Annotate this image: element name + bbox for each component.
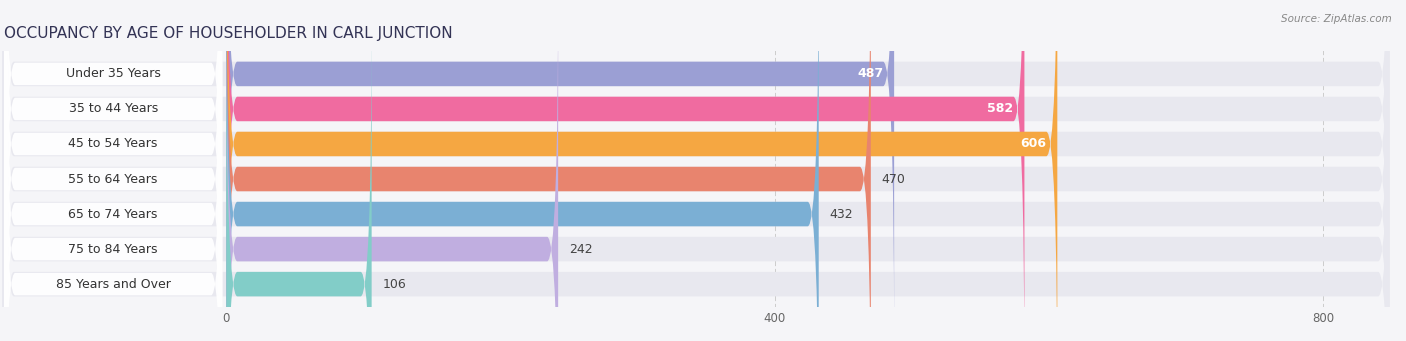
- Text: 45 to 54 Years: 45 to 54 Years: [69, 137, 157, 150]
- FancyBboxPatch shape: [3, 0, 1389, 341]
- FancyBboxPatch shape: [4, 0, 222, 341]
- Text: OCCUPANCY BY AGE OF HOUSEHOLDER IN CARL JUNCTION: OCCUPANCY BY AGE OF HOUSEHOLDER IN CARL …: [4, 26, 453, 41]
- FancyBboxPatch shape: [3, 0, 1389, 341]
- FancyBboxPatch shape: [226, 0, 1025, 341]
- FancyBboxPatch shape: [4, 0, 222, 341]
- FancyBboxPatch shape: [4, 0, 222, 341]
- FancyBboxPatch shape: [3, 16, 1389, 341]
- FancyBboxPatch shape: [226, 0, 1057, 341]
- Text: 582: 582: [987, 102, 1014, 116]
- Text: 75 to 84 Years: 75 to 84 Years: [69, 242, 157, 256]
- FancyBboxPatch shape: [226, 0, 818, 341]
- Text: 106: 106: [382, 278, 406, 291]
- Text: 487: 487: [858, 68, 883, 80]
- FancyBboxPatch shape: [4, 15, 222, 341]
- FancyBboxPatch shape: [226, 0, 894, 341]
- FancyBboxPatch shape: [226, 0, 870, 341]
- FancyBboxPatch shape: [3, 0, 1389, 341]
- Text: 242: 242: [569, 242, 593, 256]
- Text: Source: ZipAtlas.com: Source: ZipAtlas.com: [1281, 14, 1392, 24]
- Text: Under 35 Years: Under 35 Years: [66, 68, 160, 80]
- Text: 55 to 64 Years: 55 to 64 Years: [69, 173, 157, 186]
- Text: 65 to 74 Years: 65 to 74 Years: [69, 208, 157, 221]
- FancyBboxPatch shape: [3, 0, 1389, 341]
- Text: 606: 606: [1021, 137, 1046, 150]
- FancyBboxPatch shape: [4, 0, 222, 341]
- Text: 35 to 44 Years: 35 to 44 Years: [69, 102, 157, 116]
- FancyBboxPatch shape: [226, 0, 558, 341]
- FancyBboxPatch shape: [4, 0, 222, 341]
- Text: 470: 470: [882, 173, 905, 186]
- FancyBboxPatch shape: [3, 0, 1389, 341]
- FancyBboxPatch shape: [4, 0, 222, 341]
- FancyBboxPatch shape: [226, 16, 371, 341]
- Text: 432: 432: [830, 208, 853, 221]
- Text: 85 Years and Over: 85 Years and Over: [56, 278, 170, 291]
- FancyBboxPatch shape: [3, 0, 1389, 341]
